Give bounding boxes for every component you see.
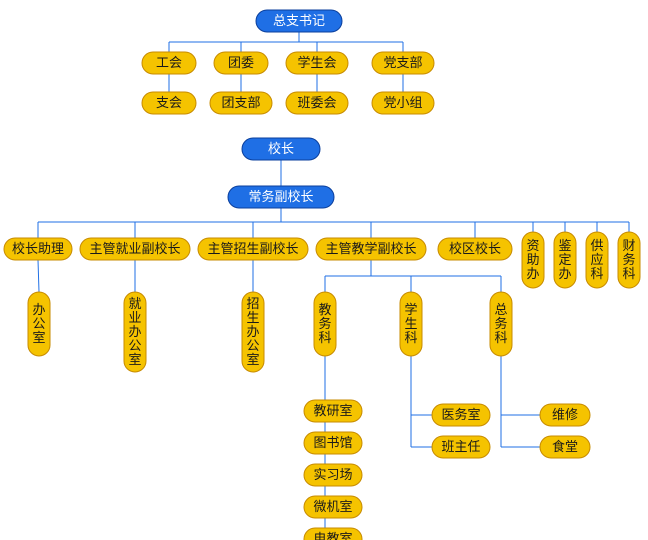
label-gongyingke: 供应科 [590,238,603,281]
node-zongzhishuji: 总支书记 [256,10,342,32]
node-zhihui: 支会 [142,92,196,114]
node-xueshengke: 学生科 [400,292,422,356]
label-xueshenghui: 学生会 [297,55,336,70]
node-changwu: 常务副校长 [228,186,334,208]
label-jiaoyanshi: 教研室 [313,403,352,418]
node-jiaowuke: 教务科 [314,292,336,356]
nodes-layer: 总支书记工会支会 团委团支部 学生会班委会 党支部党小组校长常务副校长校长助理 主管就业… [4,10,640,540]
label-xueshengke: 学生科 [404,302,417,345]
node-gongyingke: 供应科 [586,232,608,288]
node-banzhuren: 班主任 [432,436,490,458]
label-zongzhishuji: 总支书记 [273,13,325,28]
label-dangzhibu: 党支部 [383,55,422,70]
node-jiuye_vp: 主管就业副校长 [80,238,190,260]
label-xzzhuli: 校长助理 [12,241,64,256]
label-weijishi: 微机室 [313,499,352,514]
node-tushuguan: 图书馆 [304,432,362,454]
node-zongwuke: 总务科 [490,292,512,356]
label-dangxiaozu: 党小组 [383,95,422,110]
label-changwu: 常务副校长 [248,189,313,204]
node-bangongshi: 办公室 [28,292,50,356]
label-jiandingban: 鉴定办 [558,238,571,281]
label-jiaowuke: 教务科 [318,302,331,345]
node-xueshenghui: 学生会 [286,52,348,74]
label-shitang: 食堂 [552,439,578,454]
node-weixiu: 维修 [540,404,590,426]
node-jiandingban: 鉴定办 [554,232,576,288]
label-weixiu: 维修 [552,407,578,422]
label-xiaoqu_xz: 校区校长 [449,241,501,256]
node-yiwushi: 医务室 [432,404,490,426]
label-jiaoxue_vp: 主管教学副校长 [325,241,416,256]
node-weijishi: 微机室 [304,496,362,518]
node-dianjiaoshi: 电教室 [304,528,362,540]
node-caiwuke: 财务科 [618,232,640,288]
node-tuanzhibu: 团支部 [210,92,272,114]
node-xiaoqu_xz: 校区校长 [438,238,512,260]
node-jiaoyanshi: 教研室 [304,400,362,422]
node-dangxiaozu: 党小组 [372,92,434,114]
label-zhaosheng_bgs: 招生办公室 [246,296,259,367]
label-tuanwei: 团委 [228,55,254,70]
label-jiuye_bgs: 就业办公室 [128,296,141,367]
label-bangongshi: 办公室 [32,302,45,345]
label-zizhuban: 资助办 [526,238,539,281]
label-zongwuke: 总务科 [494,302,507,345]
node-tuanwei: 团委 [214,52,268,74]
label-dianjiaoshi: 电教室 [313,531,352,540]
label-zhihui: 支会 [156,95,182,110]
node-zhaosheng_bgs: 招生办公室 [242,292,264,372]
label-tushuguan: 图书馆 [313,435,352,450]
node-xzzhuli: 校长助理 [4,238,72,260]
label-caiwuke: 财务科 [622,238,635,281]
node-zizhuban: 资助办 [522,232,544,288]
label-banzhuren: 班主任 [441,439,480,454]
label-banweihui: 班委会 [297,95,336,110]
node-dangzhibu: 党支部 [372,52,434,74]
node-shitang: 食堂 [540,436,590,458]
node-gonghui: 工会 [142,52,196,74]
node-zhaosheng_vp: 主管招生副校长 [198,238,308,260]
node-xiaozhang: 校长 [242,138,320,160]
node-banweihui: 班委会 [286,92,348,114]
label-xiaozhang: 校长 [268,141,294,156]
node-shixichang: 实习场 [304,464,362,486]
label-shixichang: 实习场 [313,467,352,482]
node-jiaoxue_vp: 主管教学副校长 [316,238,426,260]
org-chart: 总支书记工会支会 团委团支部 学生会班委会 党支部党小组校长常务副校长校长助理 主管就业… [0,0,648,540]
label-zhaosheng_vp: 主管招生副校长 [207,241,298,256]
label-jiuye_vp: 主管就业副校长 [89,241,180,256]
label-tuanzhibu: 团支部 [221,95,260,110]
node-jiuye_bgs: 就业办公室 [124,292,146,372]
label-gonghui: 工会 [156,55,182,70]
label-yiwushi: 医务室 [441,407,480,422]
